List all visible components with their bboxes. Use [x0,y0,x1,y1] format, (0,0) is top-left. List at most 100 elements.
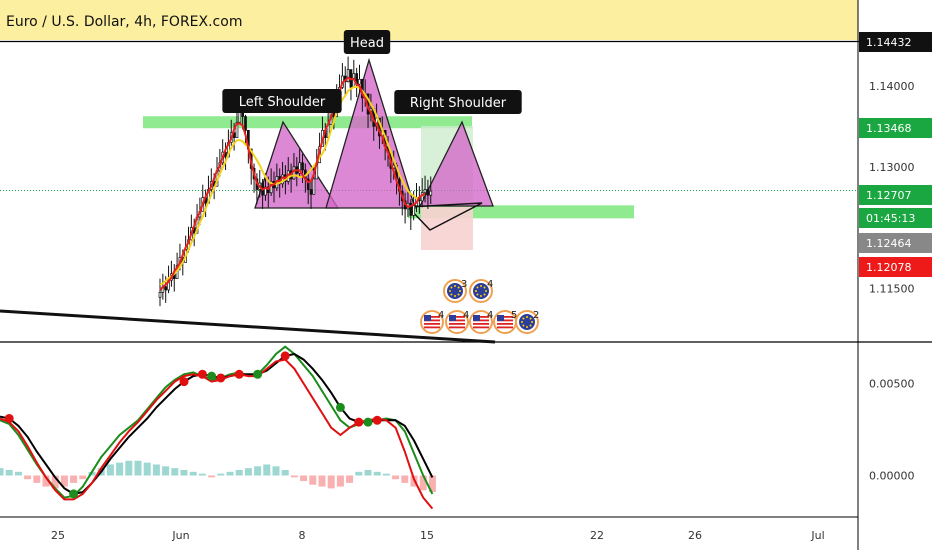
eu-flag-star [526,326,528,328]
candle[interactable] [235,108,239,138]
candle[interactable] [349,69,353,101]
osc-cross-dot [179,377,189,387]
candle-body [266,186,270,194]
economic-event-marker[interactable]: 3 [443,279,467,303]
candle[interactable] [423,175,427,203]
candle-body [309,189,313,195]
candle[interactable] [306,173,310,205]
osc-histogram-bar [364,469,372,476]
osc-cross-dot [354,417,364,427]
price-badge-label: 01:45:13 [866,212,915,225]
candle-body [409,202,413,216]
osc-histogram-bar [373,471,381,476]
candle-body [244,116,247,131]
eu-flag-star [480,285,482,287]
price-tick-label: 1.11500 [869,282,915,295]
economic-event-marker[interactable]: 4 [445,310,469,334]
us-flag-stripe [449,316,465,318]
osc-cross-dot [234,369,244,379]
candle-body [298,162,301,174]
osc-tick-label: 0.00000 [869,470,915,483]
candle[interactable] [352,59,356,88]
price-badge-bg [859,257,932,277]
osc-histogram-bar [428,475,436,493]
support-trendline[interactable] [0,309,496,344]
us-flag-canton [449,315,456,321]
candle-body [346,69,350,83]
candle[interactable] [312,165,316,195]
us-flag-stripe [424,316,440,318]
economic-event-count: 4 [487,279,493,290]
osc-histogram-bar [0,468,4,476]
osc-histogram-bar [162,466,170,476]
trendline-layer[interactable] [0,309,496,344]
candle[interactable] [309,179,313,209]
osc-histogram-bar [401,475,409,483]
price-badge-bg [859,233,932,253]
osc-histogram-bar [14,471,22,476]
economic-event-count: 4 [438,310,444,321]
candle-body [306,178,310,190]
us-flag-stripe [473,326,489,329]
economic-event-count: 4 [487,310,493,321]
osc-histogram-bar [309,475,317,485]
osc-histogram-bar [254,466,262,476]
head-label[interactable]: Head [343,30,391,54]
eu-flag-star [476,286,479,289]
candle[interactable] [426,179,430,209]
us-flag-stripe [473,316,489,318]
osc-histogram-bar [125,460,133,476]
chart-title: Euro / U.S. Dollar, 4h, FOREX.com [6,14,242,30]
eu-flag-star [522,324,525,327]
economic-event-marker[interactable]: 2 [515,310,539,334]
fast-ma-line [159,76,426,291]
us-flag-canton [424,315,431,321]
price-badge: 1.12707 [859,185,932,205]
economic-event-marker[interactable]: 4 [469,279,493,303]
osc-histogram-bar [24,475,32,480]
candle-body [412,205,415,216]
us-flag-stripe [497,323,513,325]
osc-cross-dot [253,369,263,379]
candle[interactable] [429,176,433,205]
eu-flag-star [449,290,451,292]
osc-cross-dot [363,417,373,427]
economic-event-marker[interactable]: 4 [469,310,493,334]
price-badge-label: 1.12078 [866,261,912,274]
annotation-text: Right Shoulder [410,96,507,111]
osc-cross-dot [69,489,79,499]
candle-body [423,189,427,194]
annotation-labels-layer[interactable]: Head Left Shoulder Right Shoulder [222,30,522,114]
economic-event-marker[interactable]: 5 [493,310,517,334]
price-badge: 1.12464 [859,233,932,253]
price-badge: 01:45:13 [859,208,932,228]
candle[interactable] [409,199,413,230]
osc-histogram-bar [143,462,151,476]
economic-event-marker[interactable]: 4 [420,310,444,334]
eu-flag-star [476,293,479,296]
price-badge-label: 1.12707 [866,189,912,202]
eu-flag-star [483,286,486,289]
annotation-bg [343,30,391,54]
left-shoulder-label[interactable]: Left Shoulder [222,89,342,113]
candle[interactable] [301,153,304,183]
osc-histogram-bar [336,475,344,487]
economic-events-layer[interactable]: 3 4 4 4 4 5 2 [420,279,539,334]
us-flag-stripe [449,323,465,325]
us-flag-stripe [424,326,440,329]
osc-histogram-bar [226,471,234,476]
candle[interactable] [158,278,162,307]
osc-cross-dot [372,415,382,425]
price-badge-bg [859,32,932,52]
price-tick-label: 1.14000 [869,80,915,93]
osc-histogram-bar [33,475,41,483]
osc-histogram-bar [290,475,298,478]
candle[interactable] [172,264,176,292]
price-badge-label: 1.14432 [866,36,912,49]
price-badge-bg [859,208,932,228]
eu-flag-star [526,316,528,318]
right-shoulder-label[interactable]: Right Shoulder [394,90,522,114]
eu-flag-star [475,290,477,292]
